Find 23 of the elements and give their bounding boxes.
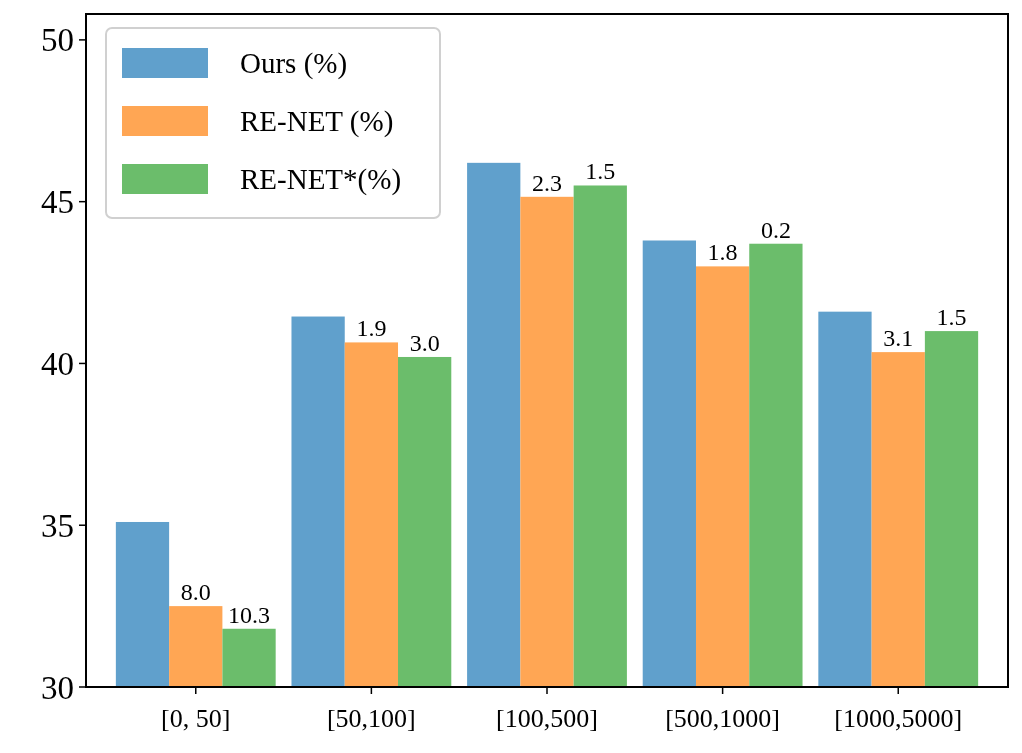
y-tick-label: 50	[41, 22, 74, 59]
annotation: 1.5	[936, 304, 967, 331]
legend-label: RE-NET*(%)	[240, 163, 402, 197]
y-tick-label: 45	[41, 184, 74, 221]
y-tick-label: 30	[41, 669, 74, 706]
annotation: 0.2	[760, 216, 791, 243]
annotation: 1.9	[356, 315, 387, 342]
legend-label: RE-NET (%)	[240, 105, 394, 139]
x-tick-label: [100,500]	[496, 704, 598, 733]
legend-label: Ours (%)	[240, 47, 348, 81]
x-tick-label: [0, 50]	[161, 704, 231, 733]
annotation: 8.0	[180, 579, 211, 606]
annotation: 10.3	[228, 601, 271, 628]
annotation: 1.8	[707, 239, 738, 266]
annotation: 2.3	[532, 169, 562, 196]
x-tick-label: [500,1000]	[665, 704, 781, 733]
annotation: 1.5	[585, 158, 616, 185]
annotation: 3.0	[409, 329, 440, 356]
y-tick-label: 40	[41, 345, 74, 382]
x-tick-label: [1000,5000]	[834, 704, 963, 733]
y-tick-label: 35	[41, 507, 74, 544]
x-tick-label: [50,100]	[326, 704, 416, 733]
annotation: 3.1	[883, 325, 914, 352]
